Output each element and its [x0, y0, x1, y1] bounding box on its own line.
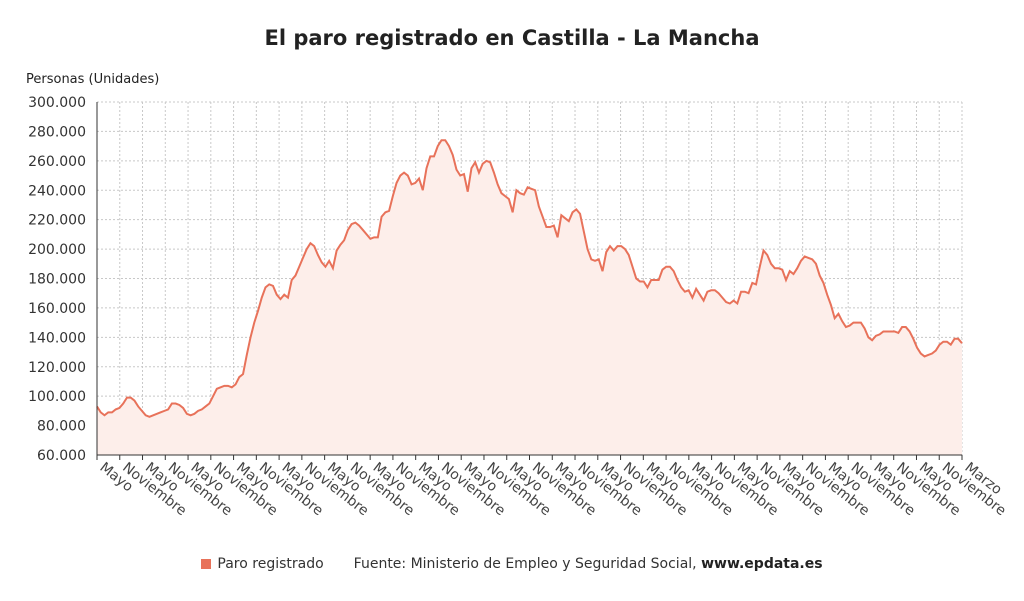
y-tick-label: 220.000: [28, 213, 86, 229]
y-tick-label: 80.000: [37, 419, 86, 435]
y-axis-label: Personas (Unidades): [26, 72, 160, 87]
y-tick-label: 280.000: [28, 124, 86, 140]
legend-swatch: [201, 559, 212, 569]
axes: [96, 102, 963, 460]
y-tick-label: 60.000: [37, 448, 86, 464]
chart-title: El paro registrado en Castilla - La Manc…: [264, 26, 760, 50]
series-line-paro-registrado[interactable]: [96, 139, 963, 418]
y-tick-label: 120.000: [28, 360, 86, 376]
source-text: Fuente: Ministerio de Empleo y Seguridad…: [354, 556, 823, 572]
y-tick-label: 140.000: [28, 330, 86, 346]
source-label: Fuente: Ministerio de Empleo y Seguridad…: [353, 556, 697, 572]
y-tick-label: 300.000: [28, 95, 86, 111]
y-tick-label: 260.000: [28, 154, 86, 170]
y-tick-label: 180.000: [28, 272, 86, 288]
x-tick-labels: MayoNoviembreMayoNoviembreMayoNoviembreM…: [97, 460, 1009, 520]
y-tick-label: 160.000: [28, 301, 86, 317]
y-tick-label: 100.000: [28, 389, 86, 405]
y-tick-label: 200.000: [28, 242, 86, 258]
y-tick-labels: 60.000 80.000 100.000 120.000 140.000 160.000…: [28, 95, 86, 464]
legend-label[interactable]: Paro registrado: [217, 556, 324, 572]
legend: Paro registrado Fuente: Ministerio de Em…: [0, 556, 1024, 572]
source-link[interactable]: www.epdata.es: [701, 556, 823, 572]
y-tick-label: 240.000: [28, 183, 86, 199]
series-area-fill: [97, 140, 962, 456]
